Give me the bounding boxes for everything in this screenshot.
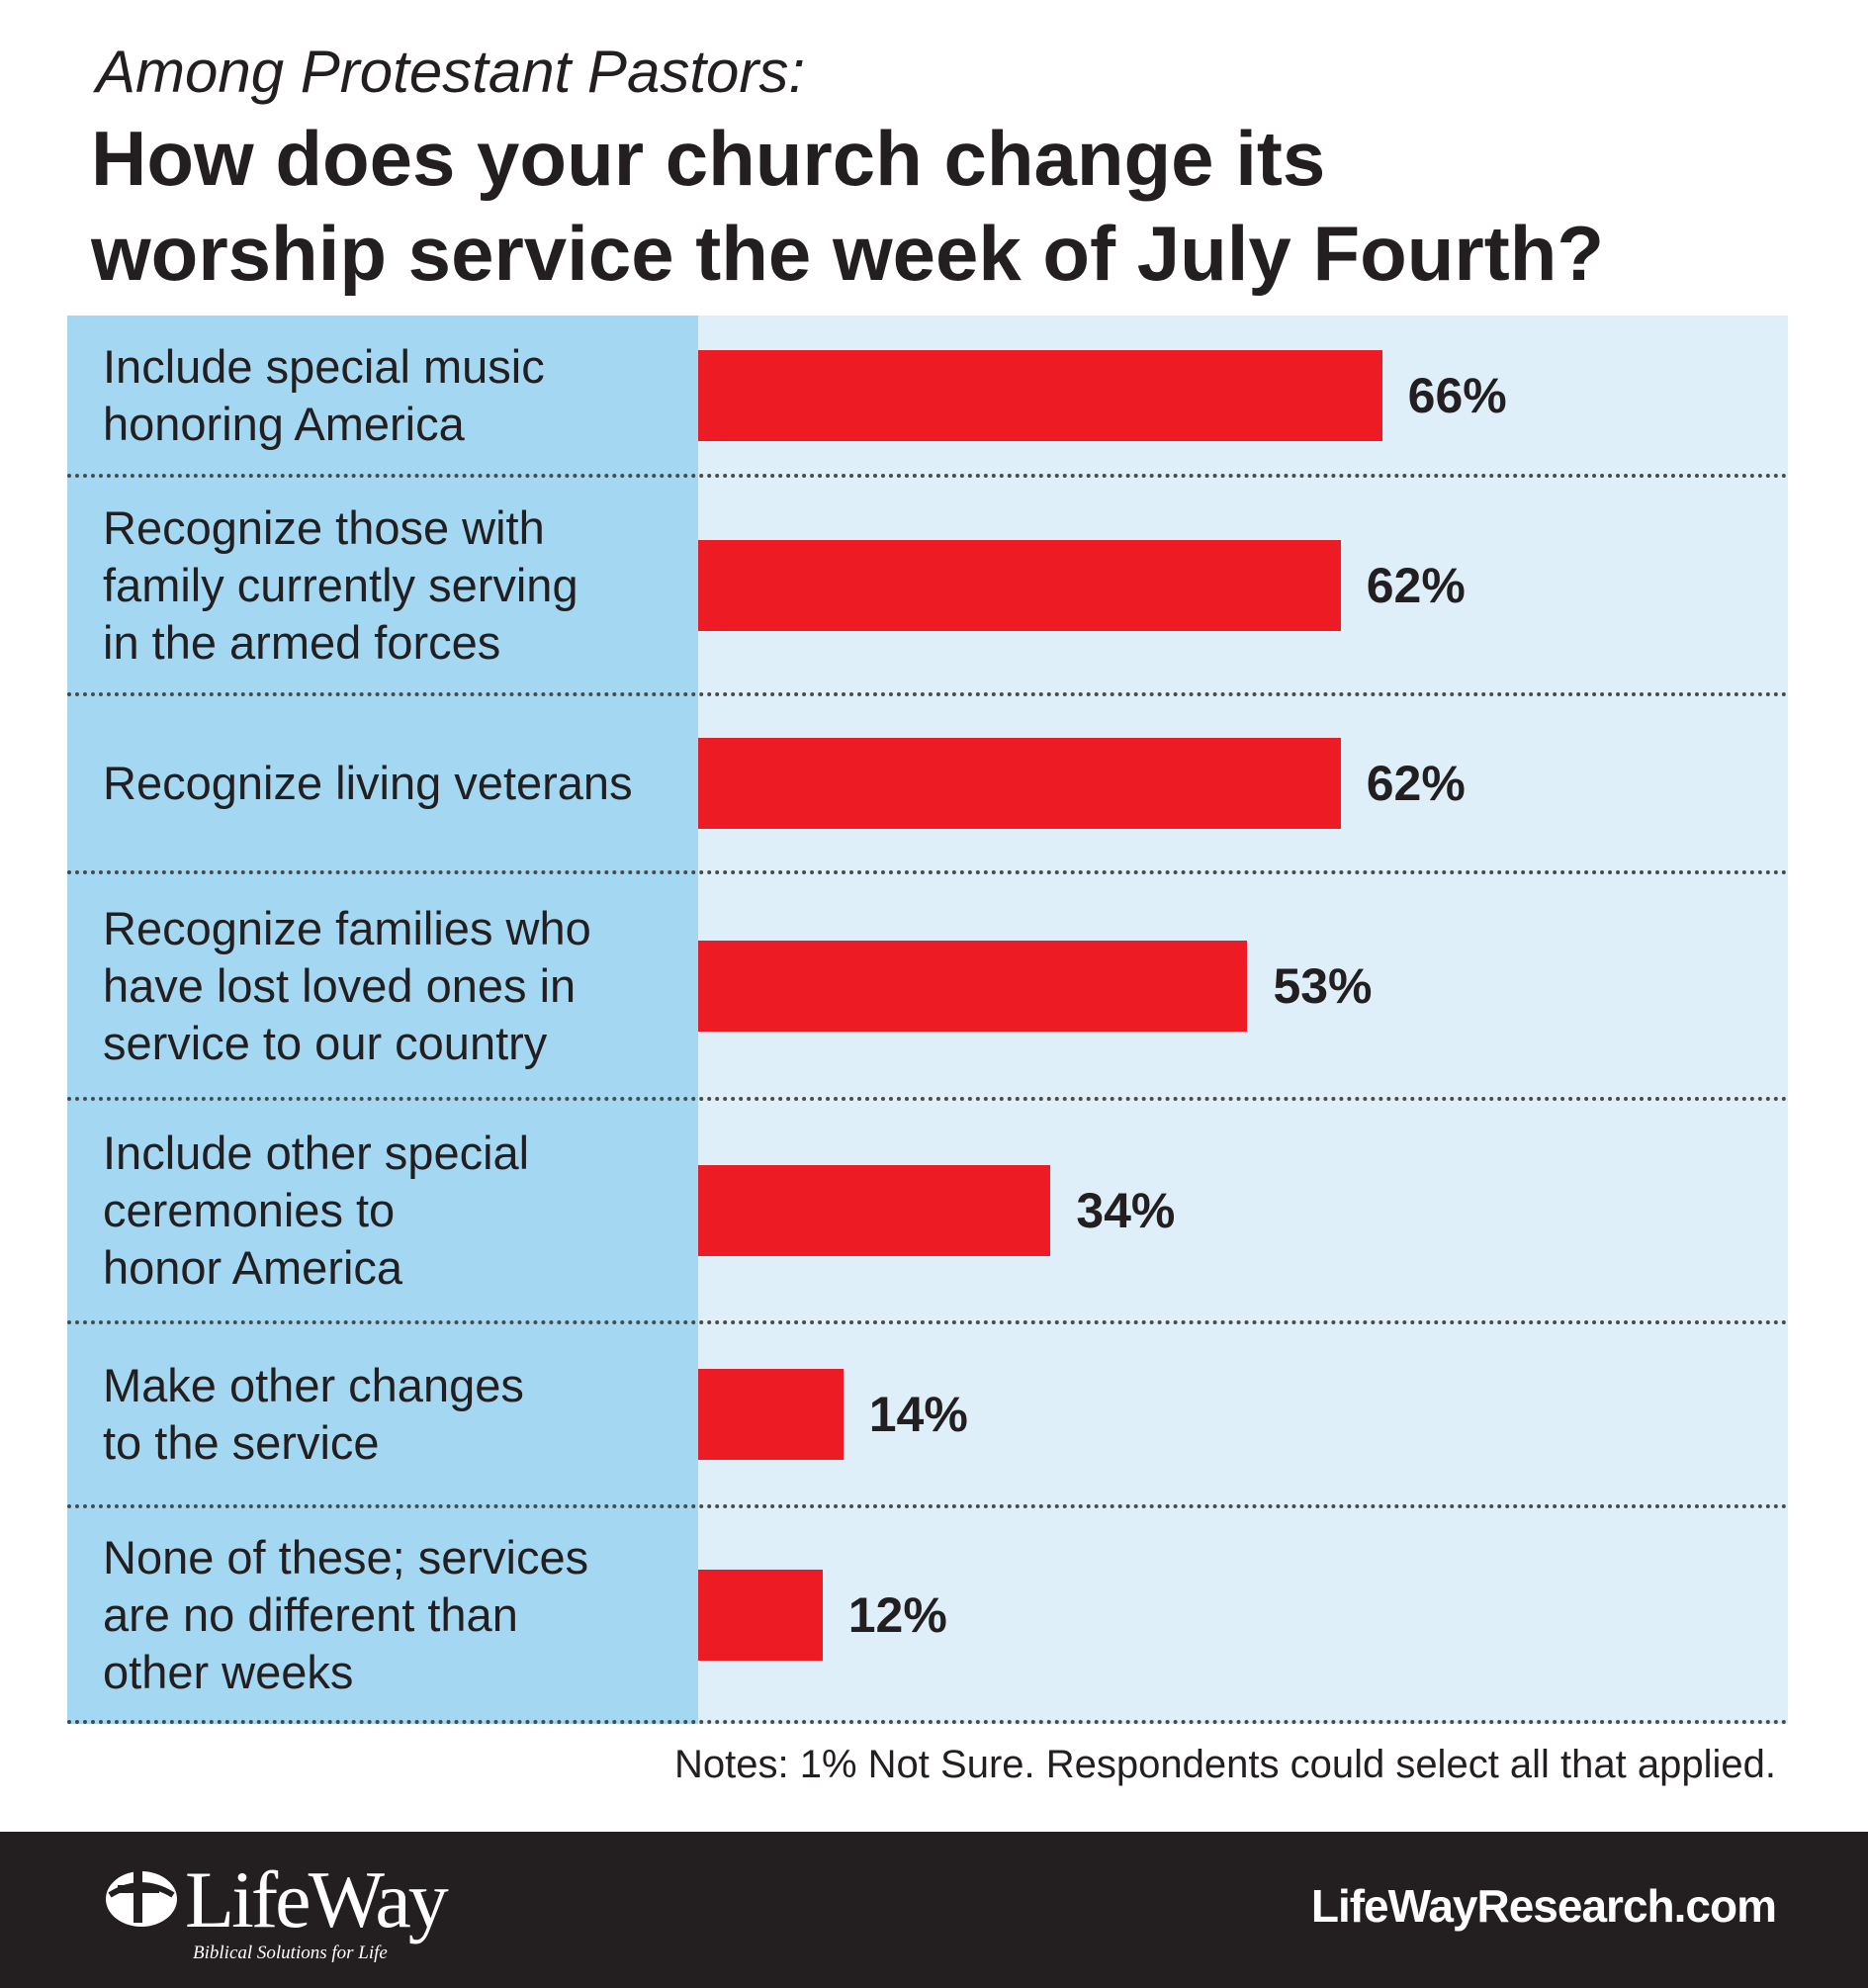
category-label: Include other special ceremonies to hono… (67, 1099, 698, 1322)
chart-title: How does your church change its worship … (91, 111, 1604, 301)
bar-value-label: 62% (1366, 756, 1466, 811)
bar-value-label: 34% (1076, 1183, 1176, 1238)
bar (698, 940, 1248, 1032)
lifeway-logo-wordmark: LifeWay (185, 1854, 449, 1944)
category-label: Recognize those with family currently se… (67, 476, 698, 694)
bar-value-label: 12% (847, 1587, 947, 1643)
category-label-text: Make other changes to the service (103, 1359, 524, 1469)
chart-title-line-1: How does your church change its (91, 115, 1326, 202)
bar-value-label: 53% (1273, 957, 1373, 1014)
row-divider (67, 474, 1788, 478)
row-divider (67, 1504, 1788, 1508)
bar (698, 738, 1341, 829)
lifeway-logo-icon (106, 1871, 177, 1927)
website-link[interactable]: LifeWayResearch.com (1310, 1880, 1777, 1932)
category-label-text: Recognize living veterans (103, 757, 633, 809)
lifeway-logo: LifeWay Biblical Solutions for Life (104, 1853, 449, 1963)
category-label-text: Recognize families who have lost loved o… (103, 901, 591, 1069)
bar-value-label: 66% (1407, 368, 1507, 423)
bar-value-label: 14% (868, 1387, 968, 1442)
bar (698, 539, 1341, 631)
lifeway-logo-tagline: Biblical Solutions for Life (193, 1943, 388, 1963)
category-label: Recognize families who have lost loved o… (67, 872, 698, 1099)
bar (698, 1165, 1051, 1256)
chart-bottom-divider (67, 1720, 1788, 1724)
category-label-text: Recognize those with family currently se… (103, 500, 578, 669)
category-label: None of these; services are no different… (67, 1506, 698, 1724)
category-label: Make other changes to the service (67, 1322, 698, 1506)
chart-title-line-2: worship service the week of July Fourth? (91, 210, 1605, 297)
chart-subtitle: Among Protestant Pastors: (96, 39, 806, 105)
category-label: Include special music honoring America (67, 316, 698, 476)
bar-chart: Include special music honoring America 66… (67, 316, 1788, 1724)
row-divider (67, 1320, 1788, 1324)
category-label-text: Include other special ceremonies to hono… (103, 1127, 530, 1294)
category-label-text: Include special music honoring America (103, 340, 545, 450)
footer: LifeWay Biblical Solutions for Life Life… (0, 1832, 1868, 1988)
bar (698, 350, 1382, 441)
bar (698, 1570, 823, 1661)
category-label: Recognize living veterans (67, 694, 698, 872)
chart-notes: Notes: 1% Not Sure. Respondents could se… (674, 1743, 1776, 1786)
bar-value-label: 62% (1366, 557, 1466, 613)
row-divider (67, 870, 1788, 874)
bar (698, 1369, 844, 1460)
category-label-text: None of these; services are no different… (103, 1531, 589, 1698)
row-divider (67, 1097, 1788, 1101)
row-divider (67, 692, 1788, 696)
category-label-column (67, 316, 698, 1724)
